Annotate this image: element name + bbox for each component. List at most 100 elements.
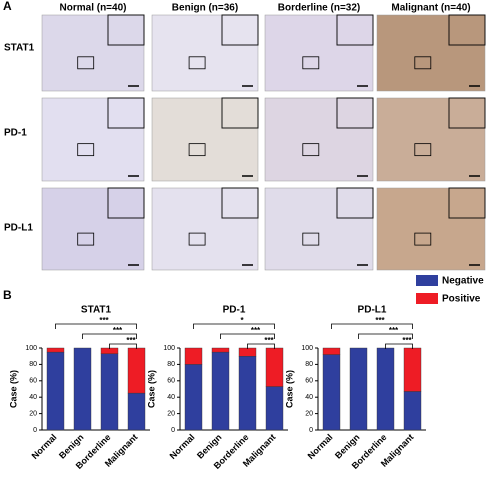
significance-bracket bbox=[385, 343, 413, 349]
bar-segment bbox=[46, 351, 65, 431]
y-tick-label: 100 bbox=[25, 345, 37, 352]
roi-box bbox=[414, 143, 432, 157]
chart-title: PD-L1 bbox=[358, 305, 387, 316]
inset bbox=[221, 14, 259, 46]
micrograph bbox=[376, 97, 486, 182]
bar-segment bbox=[265, 347, 284, 387]
significance-label: *** bbox=[402, 336, 412, 345]
significance-bracket bbox=[247, 343, 275, 349]
significance-label: *** bbox=[113, 326, 123, 335]
inset bbox=[107, 14, 145, 46]
bar-segment bbox=[403, 347, 422, 392]
significance-label: *** bbox=[389, 326, 399, 335]
x-tick-label: Normal bbox=[168, 432, 197, 461]
column-header: Malignant (n=40) bbox=[391, 3, 470, 14]
y-axis-label: Case (%) bbox=[8, 370, 18, 408]
significance-bracket bbox=[109, 343, 137, 349]
bar-segment bbox=[100, 353, 119, 431]
roi-box bbox=[188, 143, 206, 157]
y-tick-label: 60 bbox=[167, 378, 175, 385]
inset bbox=[448, 187, 486, 219]
bar-segment bbox=[184, 347, 203, 365]
y-tick-label: 60 bbox=[29, 378, 37, 385]
bar-segment bbox=[127, 392, 146, 431]
bar-segment bbox=[184, 364, 203, 431]
legend-swatch bbox=[416, 293, 438, 304]
x-tick-label: Normal bbox=[30, 432, 59, 461]
y-tick-label: 0 bbox=[309, 427, 313, 434]
inset bbox=[107, 97, 145, 129]
bar-segment bbox=[349, 347, 368, 431]
bar-segment bbox=[376, 347, 395, 431]
significance-bracket bbox=[331, 323, 413, 329]
significance-label: *** bbox=[264, 336, 274, 345]
row-label: STAT1 bbox=[4, 43, 35, 54]
significance-bracket bbox=[193, 323, 275, 329]
y-tick-label: 40 bbox=[29, 394, 37, 401]
significance-label: *** bbox=[375, 316, 385, 325]
row-label: PD-1 bbox=[4, 128, 27, 139]
y-tick-label: 80 bbox=[29, 361, 37, 368]
chart-title: STAT1 bbox=[81, 305, 112, 316]
y-tick-label: 0 bbox=[171, 427, 175, 434]
y-tick-label: 40 bbox=[305, 394, 313, 401]
legend-label: Positive bbox=[442, 294, 481, 305]
significance-label: *** bbox=[251, 326, 261, 335]
column-header: Borderline (n=32) bbox=[278, 3, 361, 14]
y-axis-label: Case (%) bbox=[146, 370, 156, 408]
y-tick-label: 60 bbox=[305, 378, 313, 385]
bar-segment bbox=[73, 347, 92, 431]
roi-box bbox=[414, 232, 432, 246]
y-tick-label: 80 bbox=[305, 361, 313, 368]
column-header: Benign (n=36) bbox=[172, 3, 238, 14]
x-tick-label: Normal bbox=[306, 432, 335, 461]
y-tick-label: 40 bbox=[167, 394, 175, 401]
significance-bracket bbox=[358, 333, 413, 339]
roi-box bbox=[77, 143, 95, 157]
y-tick-label: 20 bbox=[167, 410, 175, 417]
legend-swatch bbox=[416, 275, 438, 286]
significance-bracket bbox=[220, 333, 275, 339]
bar-segment bbox=[265, 386, 284, 431]
roi-box bbox=[188, 232, 206, 246]
roi-box bbox=[414, 56, 432, 70]
significance-label: *** bbox=[126, 336, 136, 345]
row-label: PD-L1 bbox=[4, 223, 33, 234]
y-tick-label: 20 bbox=[305, 410, 313, 417]
column-header: Normal (n=40) bbox=[60, 3, 127, 14]
inset bbox=[221, 97, 259, 129]
inset bbox=[336, 97, 374, 129]
roi-box bbox=[188, 56, 206, 70]
bar-segment bbox=[322, 354, 341, 431]
y-tick-label: 0 bbox=[33, 427, 37, 434]
bar-segment bbox=[238, 356, 257, 431]
roi-box bbox=[302, 143, 320, 157]
significance-bracket bbox=[55, 323, 137, 329]
significance-label: * bbox=[240, 316, 244, 325]
panel-label: A bbox=[3, 0, 12, 13]
inset bbox=[448, 97, 486, 129]
y-tick-label: 20 bbox=[29, 410, 37, 417]
bar-segment bbox=[403, 391, 422, 431]
bar-segment bbox=[46, 347, 65, 353]
significance-bracket bbox=[82, 333, 137, 339]
inset bbox=[336, 187, 374, 219]
y-tick-label: 80 bbox=[167, 361, 175, 368]
bar-segment bbox=[211, 351, 230, 431]
panel-label: B bbox=[3, 288, 12, 302]
inset bbox=[107, 187, 145, 219]
legend-label: Negative bbox=[442, 276, 484, 287]
roi-box bbox=[77, 56, 95, 70]
roi-box bbox=[302, 232, 320, 246]
chart-title: PD-1 bbox=[223, 305, 246, 316]
inset bbox=[448, 14, 486, 46]
bar-segment bbox=[127, 347, 146, 394]
bar-segment bbox=[322, 347, 341, 355]
y-axis-label: Case (%) bbox=[284, 370, 294, 408]
inset bbox=[221, 187, 259, 219]
significance-label: *** bbox=[99, 316, 109, 325]
roi-box bbox=[302, 56, 320, 70]
bar-segment bbox=[211, 347, 230, 353]
roi-box bbox=[77, 232, 95, 246]
